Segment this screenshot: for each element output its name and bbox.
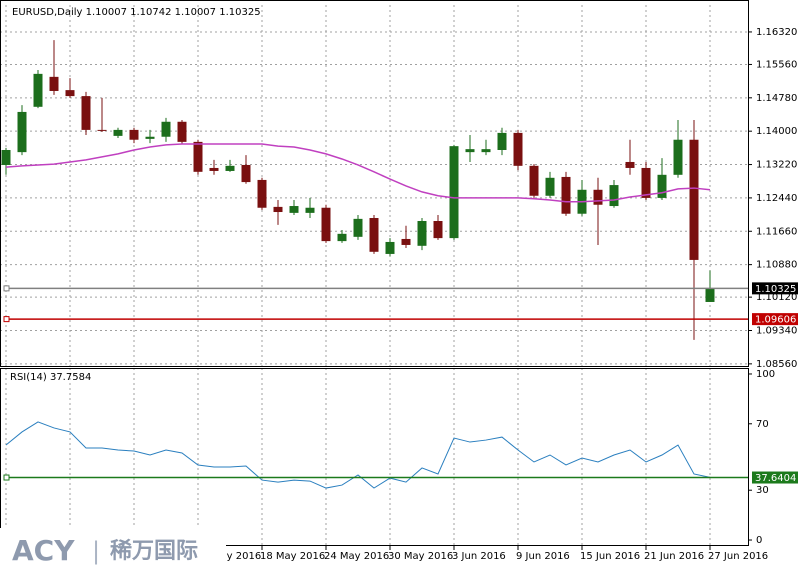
candle-body [369, 218, 379, 252]
y-tick-label: 1.12440 [756, 193, 797, 204]
candle-body [257, 179, 267, 208]
rsi-line [5, 421, 711, 489]
candle-body [513, 132, 523, 166]
y-tick-label: 1.13220 [756, 160, 797, 171]
chart-title: EURUSD,Daily 1.10007 1.10742 1.10007 1.1… [12, 7, 261, 18]
candle-body [433, 221, 443, 239]
candle-body [689, 139, 699, 260]
y-tick-label: 1.14780 [756, 93, 797, 104]
y-tick-label: 1.11660 [756, 226, 797, 237]
candle-body [225, 165, 235, 171]
candle-body [529, 165, 539, 196]
moving-average [5, 143, 711, 203]
y-tick-label: 1.16320 [756, 27, 797, 38]
candle-body [497, 132, 507, 150]
logo-brand: ACY [12, 534, 75, 567]
y-tick-label: 1.10120 [756, 292, 797, 303]
candle-body [193, 141, 203, 172]
candle-body [545, 177, 555, 196]
candle-body [273, 206, 283, 213]
x-tick-label: 15 Jun 2016 [580, 551, 640, 562]
logo-name: 稀万国际 [110, 538, 198, 564]
level-label: 1.10325 [755, 284, 796, 295]
candle-body [17, 111, 27, 153]
level-marker [3, 316, 10, 323]
candle-body [673, 139, 683, 175]
logo-box [0, 528, 226, 575]
y-tick-label: 1.09340 [756, 325, 797, 336]
y-tick-label: 1.15560 [756, 59, 797, 70]
x-tick-label: 3 Jun 2016 [452, 551, 506, 562]
x-tick-label: 27 Jun 2016 [708, 551, 768, 562]
y-tick-label: 1.08560 [756, 359, 797, 370]
x-tick-label: 18 May 2016 [260, 551, 325, 562]
x-tick-label: 9 Jun 2016 [516, 551, 570, 562]
candle-body [449, 146, 459, 239]
candle-body [593, 189, 603, 205]
candle-body [49, 76, 59, 91]
x-tick-label: 24 May 2016 [324, 551, 389, 562]
candle-body [161, 121, 171, 137]
candle-body [241, 164, 251, 183]
y-tick-label: 1.14000 [756, 126, 797, 137]
candle-body [65, 90, 75, 97]
candle-body [209, 167, 219, 171]
logo-separator: | [92, 537, 100, 565]
candle-body [417, 221, 427, 246]
candle-body [705, 288, 715, 302]
candle-body [657, 174, 667, 198]
candle-body [145, 136, 155, 139]
y-tick-label: 1.10880 [756, 260, 797, 271]
candle-body [353, 218, 363, 237]
rsi-panel-frame [0, 368, 749, 546]
candle-body [465, 149, 475, 153]
candle-body [97, 129, 107, 131]
candle-body [81, 96, 91, 130]
candle-body [1, 149, 11, 165]
candle-body [177, 121, 187, 142]
level-label: 37.6404 [755, 473, 796, 484]
level-marker [3, 285, 10, 292]
candle-body [33, 73, 43, 107]
level-label-bg [752, 282, 798, 295]
candle-body [609, 185, 619, 207]
y-tick-label: 100 [756, 369, 775, 380]
candle-body [481, 149, 491, 153]
x-tick-label: 12 May 2016 [196, 551, 261, 562]
candle-body [641, 167, 651, 198]
y-tick-label: 30 [756, 485, 769, 496]
candle-body [337, 233, 347, 242]
y-tick-label: 70 [756, 419, 769, 430]
level-marker [3, 474, 10, 481]
y-tick-label: 0 [756, 535, 762, 546]
candle-body [401, 238, 411, 245]
level-label-bg [752, 313, 798, 326]
candle-body [129, 129, 139, 140]
x-tick-label: 30 May 2016 [388, 551, 453, 562]
candle-body [561, 176, 571, 214]
rsi-title: RSI(14) 37.7584 [10, 372, 91, 383]
candle-body [385, 241, 395, 254]
level-label: 1.09606 [755, 315, 796, 326]
candle-body [625, 161, 635, 168]
candle-body [113, 129, 123, 136]
candle-body [321, 207, 331, 242]
main-panel-frame [0, 0, 749, 367]
x-tick-label: 21 Jun 2016 [644, 551, 704, 562]
candle-body [289, 206, 299, 213]
level-label-bg [752, 471, 798, 484]
candle-body [305, 207, 315, 213]
